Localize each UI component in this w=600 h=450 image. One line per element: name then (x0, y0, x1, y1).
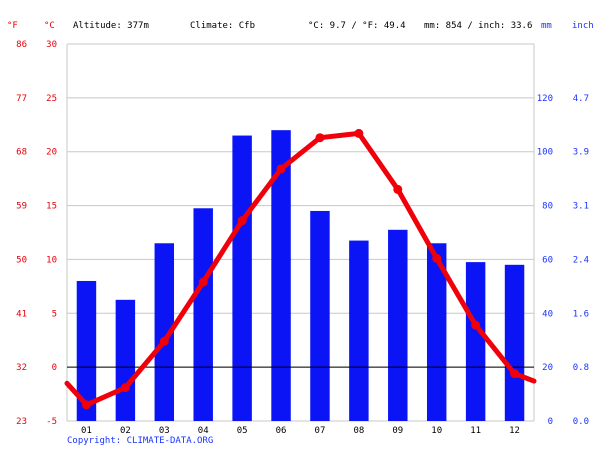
celsius-tick-label: 5 (52, 309, 57, 319)
temperature-point-12 (510, 369, 520, 379)
temperature-point-01 (81, 400, 91, 410)
temperature-point-08 (354, 128, 364, 138)
celsius-tick-label: 20 (46, 148, 57, 158)
axis-labels: -5 23 0 32 5 41 10 50 15 59 20 68 25 77 30 86 0 0.0 20 0.8 4… (16, 40, 589, 436)
precipitation-bar-11 (465, 262, 486, 421)
month-tick-label: 11 (470, 426, 481, 436)
fahrenheit-tick-label: 77 (16, 94, 27, 104)
mm-tick-label: 120 (537, 94, 553, 104)
month-tick-label: 09 (392, 426, 403, 436)
month-tick-label: 06 (276, 426, 287, 436)
temperature-point-04 (198, 277, 208, 287)
fahrenheit-tick-label: 23 (16, 417, 27, 427)
precipitation-bar-10 (426, 243, 447, 421)
inch-tick-label: 0.0 (573, 417, 589, 427)
temperature-average-label: °C: 9.7 / °F: 49.4 (308, 21, 406, 31)
month-tick-label: 01 (81, 426, 92, 436)
month-tick-label: 10 (431, 426, 442, 436)
inch-tick-label: 3.1 (573, 202, 589, 212)
precipitation-bar-07 (310, 210, 330, 421)
celsius-tick-label: 25 (46, 94, 57, 104)
mm-tick-label: 40 (542, 309, 553, 319)
fahrenheit-tick-label: 59 (16, 202, 27, 212)
precipitation-bar-03 (154, 243, 175, 421)
month-tick-label: 12 (509, 426, 520, 436)
precipitation-bar-09 (388, 229, 408, 421)
temperature-point-10 (432, 253, 442, 263)
inch-tick-label: 2.4 (573, 255, 589, 265)
precipitation-bar-05 (232, 135, 252, 422)
temperature-point-07 (315, 133, 325, 143)
fahrenheit-tick-label: 41 (16, 309, 27, 319)
celsius-tick-label: 15 (46, 202, 57, 212)
inch-tick-label: 4.7 (573, 94, 589, 104)
precipitation-bar-02 (115, 299, 136, 421)
celsius-tick-label: -5 (46, 417, 57, 427)
fahrenheit-tick-label: 86 (16, 40, 27, 50)
mm-tick-label: 60 (542, 255, 553, 265)
temperature-point-03 (159, 336, 169, 346)
celsius-tick-label: 10 (46, 255, 57, 265)
month-tick-label: 08 (353, 426, 364, 436)
mm-tick-label: 20 (542, 363, 553, 373)
precipitation-bars (76, 130, 525, 422)
month-tick-label: 07 (315, 426, 326, 436)
temperature-point-09 (393, 184, 403, 194)
mm-tick-label: 100 (537, 148, 553, 158)
temperature-point-02 (120, 383, 130, 393)
fahrenheit-tick-label: 68 (16, 148, 27, 158)
mm-tick-label: 80 (542, 202, 553, 212)
fahrenheit-tick-label: 32 (16, 363, 27, 373)
inch-tick-label: 0.8 (573, 363, 589, 373)
inch-tick-label: 1.6 (573, 309, 589, 319)
precipitation-bar-08 (349, 240, 369, 421)
temperature-point-06 (276, 164, 286, 174)
month-tick-label: 03 (159, 426, 170, 436)
temperature-line (64, 130, 537, 408)
celsius-tick-label: 0 (52, 363, 57, 373)
temperature-point-05 (237, 216, 247, 226)
celsius-unit-label: °C (44, 21, 55, 31)
chart-header: °F °C Altitude: 377m Climate: Cfb °C: 9.… (7, 21, 594, 31)
mm-tick-label: 0 (548, 417, 553, 427)
inch-unit-label: inch (572, 21, 594, 31)
fahrenheit-unit-label: °F (7, 21, 18, 31)
temperature-point-11 (471, 320, 481, 330)
grid-lines (66, 43, 535, 422)
precipitation-average-label: mm: 854 / inch: 33.6 (424, 21, 532, 31)
precipitation-bar-12 (504, 264, 525, 421)
fahrenheit-tick-label: 50 (16, 255, 27, 265)
temperature-line-layer (64, 128, 537, 410)
month-tick-label: 05 (237, 426, 248, 436)
inch-tick-label: 3.9 (573, 148, 589, 158)
month-tick-label: 02 (120, 426, 131, 436)
climate-label: Climate: Cfb (190, 21, 255, 31)
precipitation-bar-06 (271, 130, 291, 421)
mm-unit-label: mm (541, 21, 552, 31)
precipitation-bar-01 (76, 280, 97, 421)
precipitation-bar-04 (193, 208, 213, 421)
month-tick-label: 04 (198, 426, 209, 436)
celsius-tick-label: 30 (46, 40, 57, 50)
altitude-label: Altitude: 377m (73, 21, 149, 31)
copyright-text: Copyright: CLIMATE-DATA.ORG (67, 436, 213, 446)
